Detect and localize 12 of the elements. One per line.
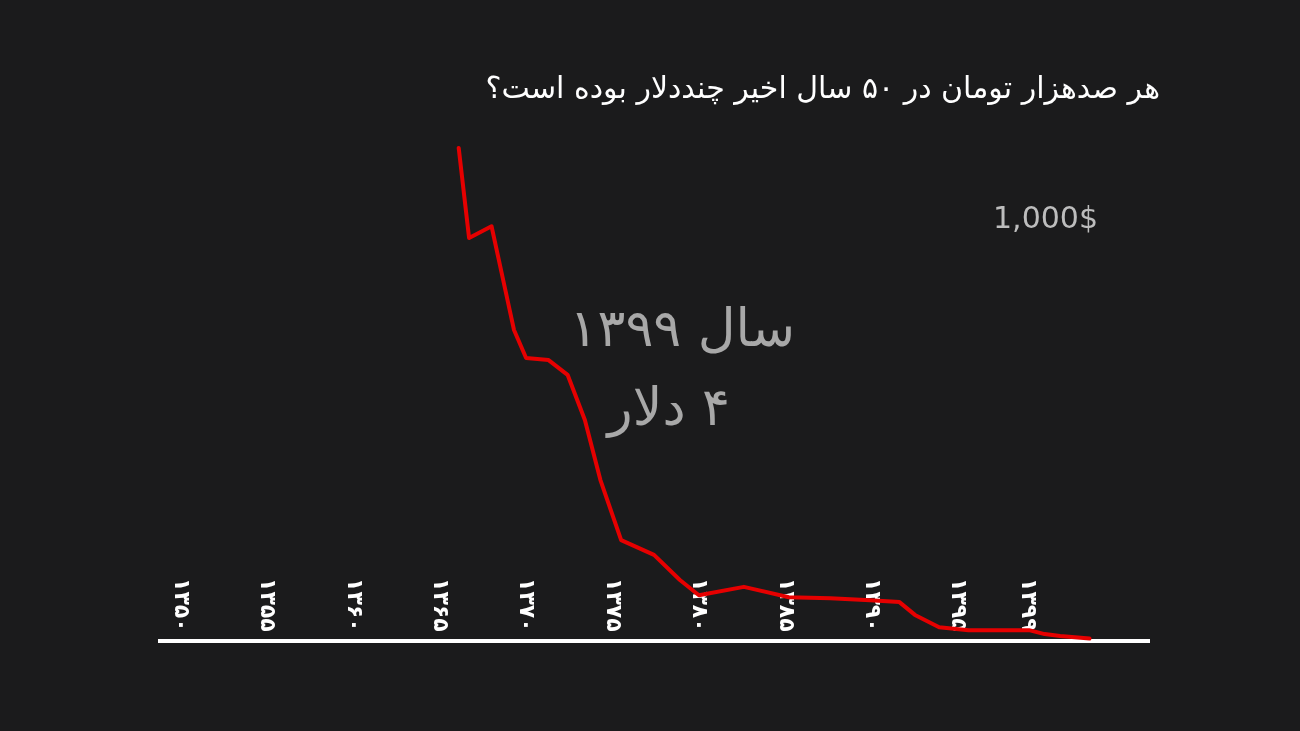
annotation: سال ۱۳۹۹ xyxy=(569,298,795,358)
x-tick-label: ۱۳۷۵ xyxy=(601,578,627,632)
x-tick-label: ۱۳۹۹ xyxy=(1016,578,1042,632)
annotation: ۴ دلار xyxy=(607,377,730,437)
title: هر صدهزار تومان در ۵۰ سال اخیر چنددلار بوده است؟ xyxy=(485,70,1160,105)
x-tick-label: ۱۳۶۰ xyxy=(342,578,368,632)
x-tick-label: ۱۳۹۰ xyxy=(860,578,886,632)
x-tick-label: ۱۳۷۰ xyxy=(515,578,541,632)
annotation: 1,000$ xyxy=(993,200,1098,235)
x-tick-label: ۱۳۵۰ xyxy=(169,578,195,632)
x-tick-label: ۱۳۵۵ xyxy=(256,578,282,632)
x-tick-label: ۱۳۶۵ xyxy=(428,578,454,632)
